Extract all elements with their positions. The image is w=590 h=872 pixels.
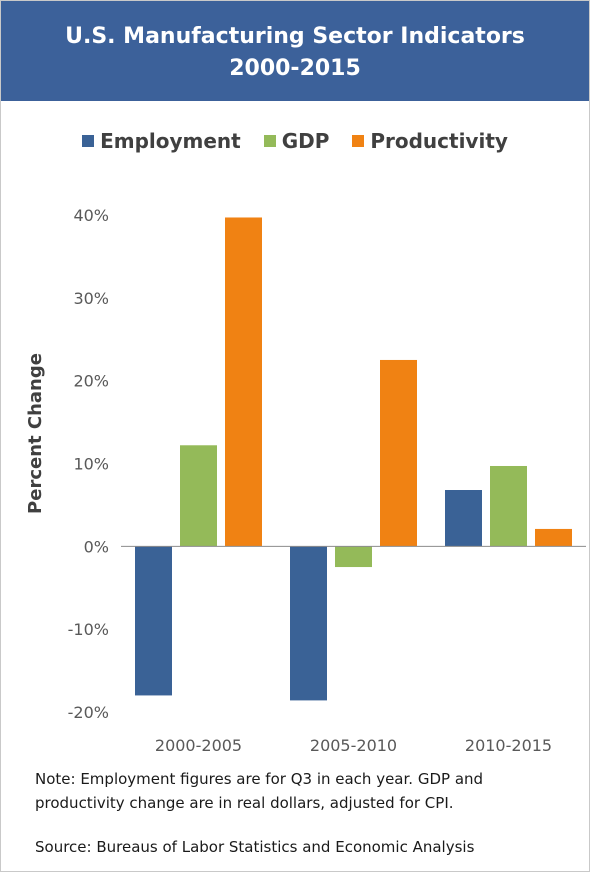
chart-legend: Employment GDP Productivity [1, 129, 589, 153]
y-tick-label: -10% [68, 620, 109, 639]
legend-label-employment: Employment [100, 129, 241, 153]
x-tick-label: 2000-2005 [155, 736, 242, 755]
legend-label-gdp: GDP [281, 129, 330, 153]
legend-label-productivity: Productivity [370, 129, 508, 153]
bar-gdp [335, 546, 372, 568]
chart-subtitle: 2000-2015 [229, 56, 361, 81]
bar-productivity [225, 217, 262, 547]
legend-item-employment: Employment [82, 129, 241, 153]
bar-chart: 40% 30% 20% 10% 0% -10% -20% Percent Change 2000… [25, 206, 586, 755]
x-tick-label: 2005-2010 [310, 736, 397, 755]
y-tick-label: 10% [73, 455, 109, 474]
y-tick-label: 20% [73, 372, 109, 391]
bar-gdp [180, 445, 217, 547]
y-axis-title: Percent Change [25, 353, 46, 514]
chart-source: Source: Bureaus of Labor Statistics and … [35, 838, 475, 856]
bar-gdp [490, 465, 527, 547]
bar-productivity [380, 359, 417, 547]
x-tick-label: 2010-2015 [465, 736, 552, 755]
legend-swatch-gdp [263, 135, 276, 147]
legend-item-productivity: Productivity [352, 129, 508, 153]
bar-employment [135, 546, 172, 696]
y-tick-label: 0% [84, 537, 109, 556]
legend-swatch-productivity [352, 135, 365, 147]
y-tick-label: -20% [68, 703, 109, 722]
y-tick-label: 30% [73, 289, 109, 308]
legend-item-gdp: GDP [263, 129, 330, 153]
chart-header: U.S. Manufacturing Sector Indicators 200… [1, 1, 589, 101]
bar-employment [290, 546, 327, 701]
bar-productivity [535, 528, 572, 547]
chart-title: U.S. Manufacturing Sector Indicators [65, 24, 525, 49]
y-tick-label: 40% [73, 206, 109, 225]
legend-swatch-employment [82, 135, 95, 147]
chart-note: Note: Employment figures are for Q3 in e… [35, 770, 484, 812]
bar-employment [445, 490, 482, 547]
